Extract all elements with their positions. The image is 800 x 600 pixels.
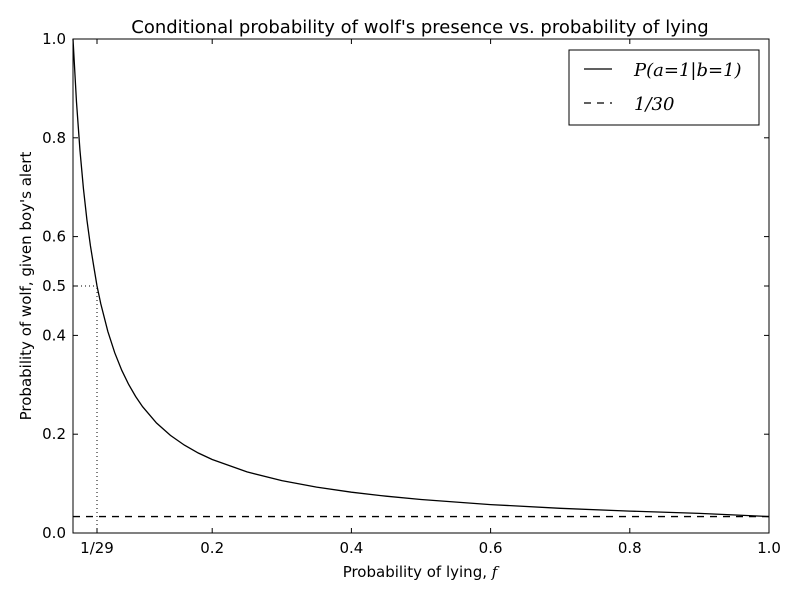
y-tick-label: 0.2 [42, 425, 66, 443]
y-axis-label: Probability of wolf, given boy's alert [17, 152, 35, 421]
legend-label-one-thirtieth: 1/30 [634, 94, 674, 115]
x-tick-label: 1.0 [757, 539, 781, 557]
x-axis-label: Probability of lying, f [343, 563, 500, 581]
y-tick-label: 0.8 [42, 129, 66, 147]
y-tick-label: 0.6 [42, 228, 66, 246]
legend-box [568, 49, 760, 126]
y-axis-ticks: 0.0 0.2 0.4 0.5 0.6 0.8 1.0 [42, 30, 769, 542]
y-tick-label: 1.0 [42, 30, 66, 48]
y-tick-label: 0.0 [42, 524, 66, 542]
x-axis-label-text: Probability of lying, [343, 563, 492, 581]
y-tick-label: 0.5 [42, 277, 66, 295]
series-line-conditional-probability [72, 38, 770, 518]
x-tick-label: 0.2 [200, 539, 224, 557]
x-tick-label: 1/29 [80, 539, 114, 557]
x-axis-label-symbol: f [491, 563, 500, 581]
x-axis-ticks: 1/29 0.2 0.4 0.6 0.8 1.0 [80, 39, 781, 557]
x-tick-label: 0.6 [479, 539, 503, 557]
x-tick-label: 0.8 [618, 539, 642, 557]
y-tick-label: 0.4 [42, 326, 66, 344]
legend-label-conditional: P(a=1|b=1) [633, 60, 742, 81]
chart-title: Conditional probability of wolf's presen… [131, 17, 708, 38]
series-layer [72, 38, 770, 518]
legend: P(a=1|b=1) 1/30 [568, 49, 760, 126]
x-tick-label: 0.4 [339, 539, 363, 557]
